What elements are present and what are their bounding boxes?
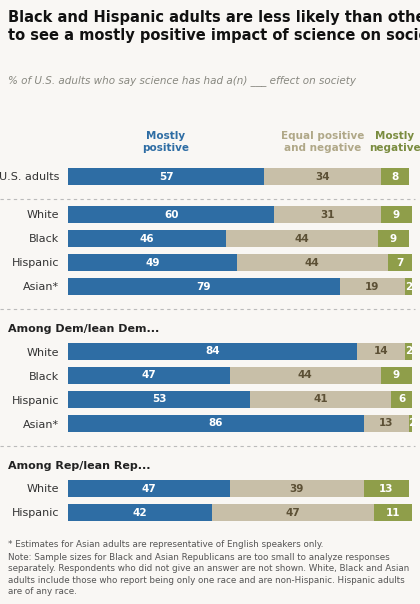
Bar	[68, 391, 250, 408]
Text: 2: 2	[405, 281, 412, 292]
Text: 13: 13	[379, 419, 394, 428]
Text: 11: 11	[386, 507, 400, 518]
Text: 44: 44	[305, 257, 320, 268]
Text: 84: 84	[205, 347, 220, 356]
Bar	[68, 343, 357, 360]
Text: 44: 44	[298, 370, 313, 381]
Text: % of U.S. adults who say science has had a(n) ___ effect on society: % of U.S. adults who say science has had…	[8, 75, 356, 86]
Text: 34: 34	[315, 172, 330, 181]
Bar	[230, 480, 364, 497]
Text: Mostly
negative: Mostly negative	[369, 131, 420, 153]
Text: 19: 19	[365, 281, 380, 292]
Bar	[226, 230, 378, 247]
Bar	[378, 230, 409, 247]
Text: 47: 47	[142, 483, 156, 493]
Text: 39: 39	[289, 483, 304, 493]
Bar	[357, 343, 405, 360]
Text: 6: 6	[398, 394, 405, 405]
Bar	[374, 504, 412, 521]
Text: 9: 9	[393, 210, 400, 219]
Text: * Estimates for Asian adults are representative of English speakers only.: * Estimates for Asian adults are represe…	[8, 540, 323, 549]
Bar	[364, 415, 409, 432]
Bar	[405, 343, 412, 360]
Text: 14: 14	[374, 347, 388, 356]
Text: Among Rep/lean Rep...: Among Rep/lean Rep...	[8, 461, 150, 471]
Text: Note: Sample sizes for Black and Asian Republicans are too small to analyze resp: Note: Sample sizes for Black and Asian R…	[8, 553, 409, 596]
Text: 31: 31	[320, 210, 335, 219]
Text: 2: 2	[408, 419, 416, 428]
Bar	[68, 504, 213, 521]
Text: Black and Hispanic adults are less likely than others
to see a mostly positive i: Black and Hispanic adults are less likel…	[8, 10, 420, 43]
Text: 86: 86	[209, 419, 223, 428]
Text: 47: 47	[142, 370, 156, 381]
Bar	[230, 367, 381, 384]
Text: 44: 44	[294, 234, 309, 243]
Text: 60: 60	[164, 210, 178, 219]
Bar	[68, 415, 364, 432]
Bar	[68, 168, 264, 185]
Text: 41: 41	[313, 394, 328, 405]
Bar	[381, 168, 409, 185]
Text: 2: 2	[405, 347, 412, 356]
Text: 46: 46	[140, 234, 155, 243]
Bar	[264, 168, 381, 185]
Text: 9: 9	[389, 234, 396, 243]
Bar	[381, 206, 412, 223]
Bar	[68, 367, 230, 384]
Bar	[381, 367, 412, 384]
Bar	[68, 278, 340, 295]
Text: 47: 47	[286, 507, 301, 518]
Text: 49: 49	[145, 257, 160, 268]
Text: 8: 8	[391, 172, 399, 181]
Text: 57: 57	[159, 172, 173, 181]
Bar	[364, 480, 409, 497]
Bar	[68, 230, 226, 247]
Bar	[388, 254, 412, 271]
Bar	[213, 504, 374, 521]
Bar	[250, 391, 391, 408]
Bar	[409, 415, 415, 432]
Bar	[68, 206, 274, 223]
Text: 7: 7	[396, 257, 404, 268]
Bar	[340, 278, 405, 295]
Text: Equal positive
and negative: Equal positive and negative	[281, 131, 364, 153]
Text: 79: 79	[197, 281, 211, 292]
Bar	[274, 206, 381, 223]
Bar	[236, 254, 388, 271]
Bar	[68, 254, 236, 271]
Text: 42: 42	[133, 507, 147, 518]
Text: 9: 9	[393, 370, 400, 381]
Bar	[391, 391, 412, 408]
Bar	[405, 278, 412, 295]
Bar	[68, 480, 230, 497]
Text: 53: 53	[152, 394, 166, 405]
Text: 13: 13	[379, 483, 394, 493]
Text: Among Dem/lean Dem...: Among Dem/lean Dem...	[8, 324, 159, 334]
Text: Mostly
positive: Mostly positive	[142, 131, 189, 153]
